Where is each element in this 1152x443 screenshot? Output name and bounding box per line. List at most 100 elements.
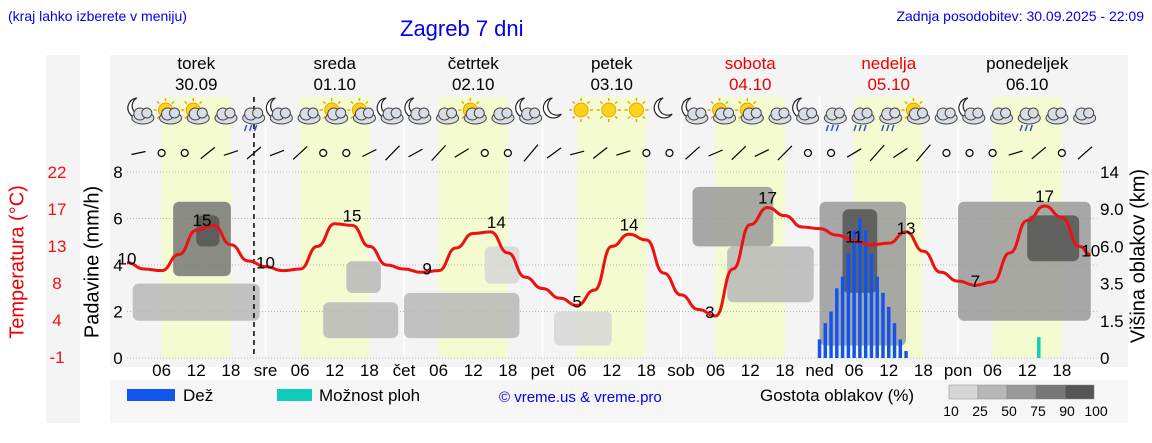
day-date: 03.10	[590, 75, 633, 94]
hour-tick: 06	[429, 361, 448, 380]
cloud-area	[404, 292, 520, 339]
hour-tick: 18	[1052, 361, 1071, 380]
rain-bar	[887, 306, 891, 358]
cloud-density-tick: 100	[1084, 403, 1108, 419]
cloud-height-tick: 9.0	[1100, 200, 1124, 219]
page-title: Zagreb 7 dni	[400, 16, 524, 41]
temperature-value-label: 14	[487, 213, 506, 232]
wind-barb	[892, 147, 908, 159]
day-date: 30.09	[175, 75, 218, 94]
clouds-icon	[436, 107, 460, 125]
temperature-value-label: 11	[845, 228, 863, 247]
wind-barb	[1077, 146, 1093, 160]
day-axis-label: čet	[393, 361, 416, 380]
wind-barb	[708, 149, 723, 157]
hour-tick: 12	[1018, 361, 1037, 380]
wind-calm-marker	[642, 148, 651, 158]
rain-cloud-icon	[823, 107, 847, 132]
temperature-value-label: 15	[193, 211, 212, 230]
wind-barb	[754, 149, 770, 157]
temperature-value-label: 17	[758, 189, 777, 208]
temperature-tick: 22	[48, 163, 67, 182]
day-name: torek	[177, 54, 215, 73]
credit-link: © vreme.us & vreme.pro	[499, 389, 662, 406]
day-date: 02.10	[452, 75, 495, 94]
cloud-density-legend-title: Gostota oblakov (%)	[760, 386, 914, 405]
rain-bar	[817, 339, 822, 358]
last-updated: Zadnja posodobitev: 30.09.2025 - 22:09	[896, 8, 1144, 24]
cloud-area	[484, 246, 520, 284]
cloud-density-swatch	[1006, 384, 1037, 400]
precipitation-tick: 4	[113, 256, 122, 275]
hour-tick: 18	[637, 361, 656, 380]
temperature-tick: 4	[52, 311, 61, 330]
temperature-value-label: 17	[1035, 187, 1054, 206]
rain-cloud-icon	[1017, 107, 1041, 132]
day-axis-label: sre	[254, 361, 278, 380]
wind-barb	[1031, 146, 1047, 160]
rain-bar	[881, 292, 885, 358]
temperature-tick: 8	[52, 274, 61, 293]
wind-barb	[846, 148, 862, 158]
wind-calm-marker	[180, 148, 189, 158]
hour-tick: 06	[568, 361, 587, 380]
temperature-value-label: 9	[422, 259, 431, 278]
wind-barb	[408, 148, 423, 158]
hour-tick: 06	[152, 361, 171, 380]
cloud-density-tick: 50	[1001, 403, 1017, 419]
hour-tick: 06	[983, 361, 1002, 380]
rain-bar	[835, 288, 839, 358]
wind-barb	[269, 149, 285, 157]
temperature-value-label: 10	[1081, 241, 1100, 260]
rain-legend-label: Dež	[183, 386, 213, 405]
wind-barb	[915, 144, 931, 162]
temperature-value-label: 3	[705, 303, 714, 322]
wind-barb	[592, 147, 608, 159]
clouds-icon	[1073, 107, 1097, 125]
moon-cloud-icon	[127, 97, 155, 125]
temperature-tick: -1	[49, 348, 64, 367]
temperature-line	[126, 204, 1091, 318]
wind-barb	[292, 146, 308, 160]
clouds-icon	[768, 107, 792, 125]
wind-barb	[546, 147, 562, 159]
cloud-density-swatch	[977, 384, 1008, 400]
wind-barb	[569, 150, 585, 156]
wind-calm-marker	[826, 148, 836, 158]
wind-calm-marker	[988, 148, 997, 158]
precipitation-tick: 6	[113, 210, 122, 229]
wind-barb	[685, 146, 700, 160]
day-date: 04.10	[729, 75, 772, 94]
precipitation-tick: 0	[113, 349, 122, 368]
wind-barb	[131, 150, 146, 156]
clouds-icon	[297, 107, 321, 125]
moon-cloud-icon	[515, 97, 543, 125]
sun-cloud-icon	[347, 98, 376, 125]
wind-barb	[1008, 150, 1023, 156]
day-date: 05.10	[867, 75, 910, 94]
wind-calm-marker	[342, 148, 351, 158]
rain-bar	[823, 323, 828, 358]
sun-cloud-icon	[181, 98, 210, 125]
rain-bar	[898, 339, 903, 358]
sun-cloud-icon	[319, 98, 349, 125]
wind-barb	[454, 148, 470, 158]
moon-cloud-icon	[376, 97, 404, 125]
cloud-area	[132, 283, 260, 321]
cloud-area	[727, 246, 814, 303]
moon-icon	[542, 97, 562, 119]
hour-tick: 18	[360, 361, 379, 380]
wind-barb	[362, 148, 377, 158]
hour-tick: 18	[498, 361, 517, 380]
wind-barb	[523, 144, 539, 162]
temperature-value-label: 7	[971, 272, 980, 291]
clouds-icon	[214, 107, 238, 125]
region-hint: (kraj lahko izberete v meniju)	[8, 8, 187, 24]
sun-cloud-icon	[735, 98, 764, 125]
day-name: ponedeljek	[986, 54, 1069, 73]
day-name: četrtek	[448, 54, 500, 73]
cloud-density-tick: 10	[943, 403, 959, 419]
temperature-value-label: 13	[897, 219, 916, 238]
rain-bar	[840, 276, 845, 358]
